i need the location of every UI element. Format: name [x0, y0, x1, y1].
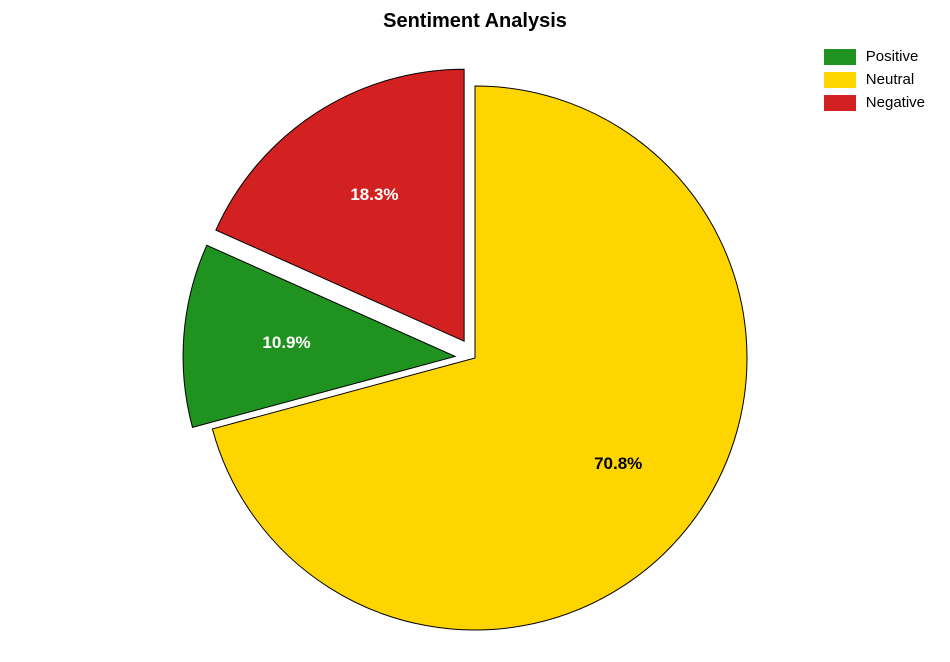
- legend-item-neutral: Neutral: [824, 71, 925, 88]
- legend-label-neutral: Neutral: [866, 71, 914, 88]
- slice-label-positive: 10.9%: [252, 333, 322, 353]
- legend-label-negative: Negative: [866, 94, 925, 111]
- legend: Positive Neutral Negative: [824, 48, 925, 117]
- legend-swatch-neutral: [824, 72, 856, 88]
- pie-chart: [0, 50, 950, 650]
- legend-item-negative: Negative: [824, 94, 925, 111]
- slice-label-negative: 18.3%: [339, 185, 409, 205]
- legend-item-positive: Positive: [824, 48, 925, 65]
- legend-swatch-negative: [824, 95, 856, 111]
- legend-swatch-positive: [824, 49, 856, 65]
- slice-label-neutral: 70.8%: [583, 454, 653, 474]
- pie-svg: [0, 50, 950, 650]
- legend-label-positive: Positive: [866, 48, 919, 65]
- chart-title: Sentiment Analysis: [0, 10, 950, 33]
